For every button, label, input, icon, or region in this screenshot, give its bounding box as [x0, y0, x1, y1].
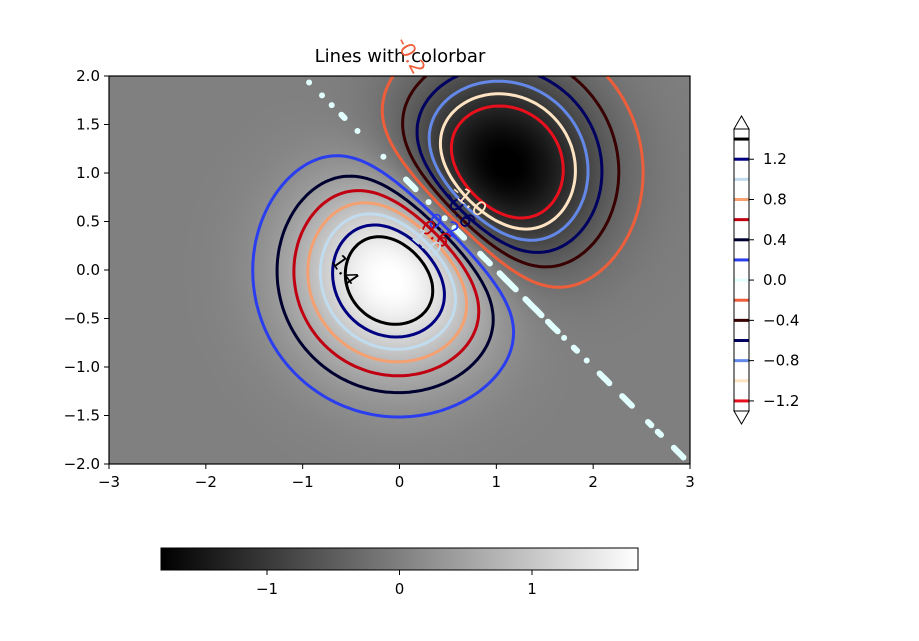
colorbar-tick-label: 0 [395, 580, 405, 598]
x-tick-label: −2 [195, 473, 217, 491]
colorbar-tick-label: 0.8 [763, 191, 787, 209]
colorbar-tick-label: −0.8 [763, 352, 799, 370]
contour-line [251, 154, 516, 419]
y-axis: −2.0 −1.5 −1.0 −0.5 0.0 0.5 1.0 1.5 2.0 [64, 67, 109, 473]
y-tick-label: 2.0 [76, 67, 100, 85]
x-tick-label: 3 [685, 473, 695, 491]
colorbar-tick-label: −0.4 [763, 311, 799, 329]
contour-line [306, 201, 469, 364]
colorbar-tick-label: 0.4 [763, 231, 787, 249]
contour-line [306, 79, 687, 461]
y-tick-label: 1.0 [76, 164, 100, 182]
contour-line [380, 76, 645, 289]
y-tick-label: 0.0 [76, 261, 100, 279]
contour-line [401, 76, 621, 269]
contour-line [343, 235, 435, 326]
contour-line [318, 212, 457, 351]
chart-title: Lines with colorbar [315, 46, 486, 67]
x-tick-label: 0 [395, 473, 405, 491]
x-tick-label: −3 [98, 473, 120, 491]
x-axis: −3 −2 −1 0 1 2 3 [98, 464, 695, 491]
colorbar-tick-label: 0.0 [763, 271, 787, 289]
y-tick-label: −2.0 [64, 455, 100, 473]
contour-lines [251, 76, 687, 461]
background-image [109, 76, 690, 464]
contour-line [331, 223, 446, 339]
colorbar-tick-label: −1.2 [763, 392, 799, 410]
y-tick-label: 0.5 [76, 213, 100, 231]
colorbar-tick-label: 1.2 [763, 150, 787, 168]
x-tick-label: 2 [588, 473, 598, 491]
colorbar-frame [733, 128, 750, 412]
colorbar-tick-label: −1 [256, 580, 278, 598]
contour-line [292, 189, 481, 378]
colorbar-horizontal: −1 0 1 [160, 547, 639, 598]
y-tick-label: 1.5 [76, 116, 100, 134]
colorbar-tick-label: 1 [527, 580, 537, 598]
y-tick-label: −0.5 [64, 310, 100, 328]
contour-line [427, 79, 590, 242]
colorbar-extend-top [733, 114, 750, 130]
x-tick-label: −1 [292, 473, 314, 491]
x-tick-label: 1 [492, 473, 502, 491]
colorbar-extend-bottom [733, 410, 750, 426]
y-tick-label: −1.0 [64, 358, 100, 376]
contour-line [275, 174, 495, 395]
colorbar-vertical: 1.2 0.8 0.4 0.0 −0.4 −0.8 −1.2 [733, 114, 799, 426]
colorbar-body [734, 129, 749, 411]
colorbar-gradient [160, 547, 639, 571]
contour-line [415, 76, 604, 254]
plot-area: -0.2-0.6-1.00.20.61.01.4 −3 −2 −1 0 1 2 3 −2.0… [64, 32, 695, 491]
contour-line [438, 92, 577, 231]
contour-line [449, 104, 565, 220]
y-tick-label: −1.5 [64, 407, 100, 425]
